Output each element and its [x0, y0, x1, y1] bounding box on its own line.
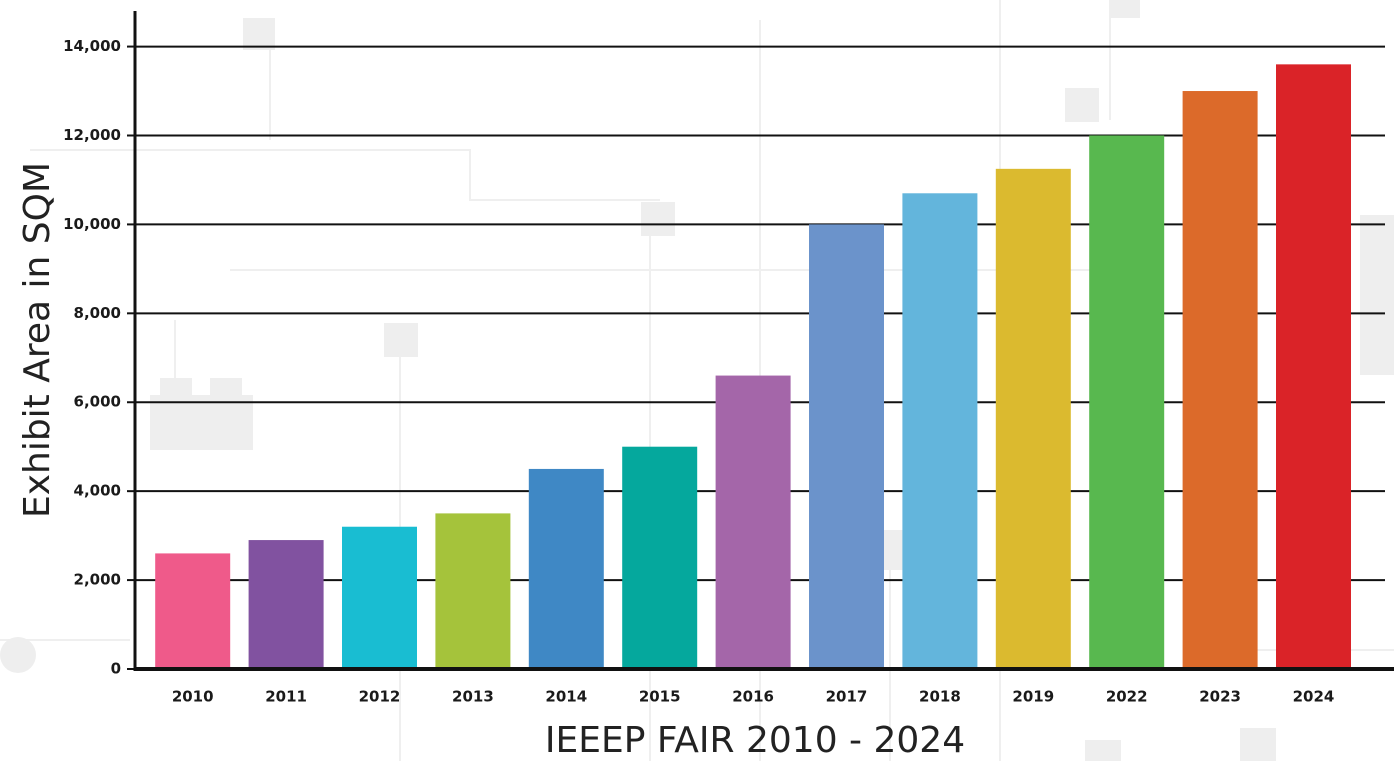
x-tick-label: 2012: [359, 688, 401, 706]
bar: [1089, 135, 1165, 670]
y-axis-title: Exhibit Area in SQM: [17, 162, 58, 518]
x-axis-title: IEEEP FAIR 2010 - 2024: [545, 720, 965, 761]
bar: [435, 513, 511, 669]
y-tick-label: 8,000: [74, 304, 121, 322]
bar: [902, 193, 978, 669]
x-tick-label: 2013: [452, 688, 494, 706]
y-tick-label: 10,000: [63, 215, 121, 233]
x-tick-label: 2011: [265, 688, 307, 706]
bar: [1182, 91, 1258, 669]
x-tick-label: 2019: [1012, 688, 1054, 706]
x-tick-label: 2018: [919, 688, 961, 706]
bar: [248, 540, 324, 669]
y-tick-label: 14,000: [63, 37, 121, 55]
bar: [809, 224, 884, 670]
x-tick-label: 2014: [545, 688, 587, 706]
bar: [995, 168, 1071, 669]
bar: [622, 446, 698, 669]
x-tick-label: 2017: [826, 688, 868, 706]
y-tick-label: 6,000: [74, 393, 121, 411]
x-tick-label: 2016: [732, 688, 774, 706]
bar: [155, 553, 231, 669]
y-tick-label: 0: [111, 660, 121, 678]
x-tick-label: 2010: [172, 688, 214, 706]
y-tick-label: 4,000: [74, 482, 121, 500]
y-tick-label: 2,000: [74, 571, 121, 589]
y-tick-label: 12,000: [63, 126, 121, 144]
bar: [528, 468, 604, 669]
x-tick-label: 2024: [1293, 688, 1335, 706]
bar: [1276, 64, 1351, 670]
x-tick-label: 2022: [1106, 688, 1148, 706]
bar: [342, 526, 417, 669]
x-tick-label: 2015: [639, 688, 681, 706]
bar: [715, 375, 791, 669]
x-tick-label: 2023: [1199, 688, 1241, 706]
